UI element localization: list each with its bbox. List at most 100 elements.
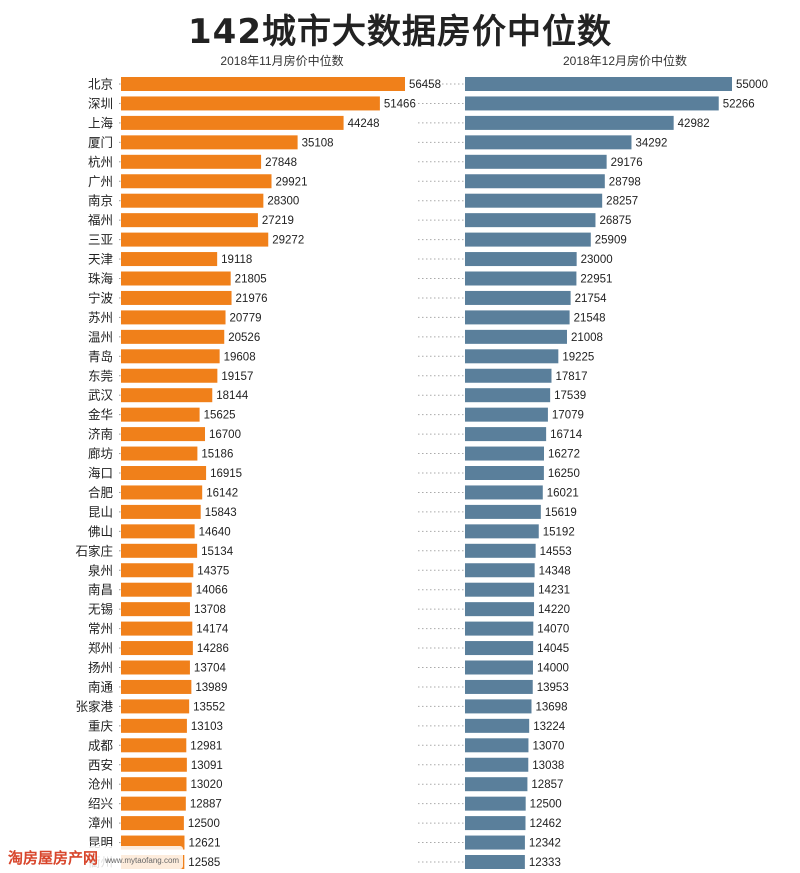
bar-nov [121, 699, 190, 714]
bar-nov [121, 485, 203, 500]
city-label: 泉州 [88, 563, 113, 578]
bar-dec [465, 271, 577, 286]
value-label-dec: 21008 [571, 332, 603, 344]
series-label-nov: 2018年11月房价中位数 [220, 54, 344, 68]
bar-nov [121, 679, 192, 694]
value-label-nov: 21976 [236, 293, 268, 305]
bar-dec [465, 855, 525, 869]
value-label-nov: 16915 [210, 468, 242, 480]
value-label-nov: 13704 [194, 663, 227, 675]
bar-nov [121, 816, 184, 831]
value-label-nov: 44248 [348, 118, 380, 130]
value-label-dec: 13698 [535, 701, 567, 713]
value-label-dec: 55000 [736, 79, 768, 91]
bar-nov [121, 154, 262, 169]
city-label: 广州 [88, 174, 113, 189]
city-label: 青岛 [88, 349, 113, 364]
value-label-nov: 27848 [265, 157, 297, 169]
city-label: 深圳 [88, 96, 113, 111]
bar-nov [121, 213, 258, 228]
bar-dec [465, 96, 719, 111]
city-label: 无锡 [88, 602, 113, 617]
watermark-logo: 淘房屋房产网 www.mytaofang.com [4, 846, 184, 869]
bar-nov [121, 310, 226, 325]
value-label-dec: 15619 [545, 507, 577, 519]
value-label-dec: 13070 [532, 740, 564, 752]
bar-dec [465, 485, 543, 500]
value-label-dec: 17079 [552, 410, 584, 422]
value-label-dec: 14070 [537, 624, 569, 636]
bar-nov [121, 232, 269, 247]
city-label: 厦门 [88, 135, 113, 150]
city-label: 南通 [88, 679, 114, 694]
value-label-nov: 27219 [262, 215, 294, 227]
bar-dec [465, 563, 535, 578]
value-label-dec: 29176 [611, 157, 643, 169]
value-label-dec: 12342 [529, 838, 561, 850]
value-label-nov: 15134 [201, 546, 234, 558]
bar-dec [465, 738, 529, 753]
series-label-dec: 2018年12月房价中位数 [562, 54, 688, 68]
bar-dec [465, 174, 605, 189]
value-label-dec: 13038 [532, 760, 564, 772]
city-label: 武汉 [88, 388, 114, 403]
value-label-nov: 51466 [384, 98, 416, 110]
city-label: 温州 [88, 329, 113, 344]
city-label: 廊坊 [88, 446, 113, 461]
value-label-nov: 56458 [409, 79, 441, 91]
city-label: 佛山 [88, 524, 113, 539]
value-label-dec: 12857 [531, 779, 563, 791]
city-label: 北京 [88, 77, 113, 92]
bar-dec [465, 641, 534, 656]
city-label: 常州 [88, 621, 113, 636]
value-label-nov: 20526 [228, 332, 260, 344]
value-label-dec: 14045 [537, 643, 569, 655]
city-label: 绍兴 [88, 796, 113, 811]
bar-nov [121, 718, 187, 733]
value-label-dec: 16272 [548, 449, 580, 461]
bar-nov [121, 252, 218, 267]
bar-nov [121, 660, 190, 675]
bar-dec [465, 621, 534, 636]
bar-dec [465, 290, 571, 305]
value-label-nov: 21805 [235, 274, 267, 286]
value-label-nov: 28300 [267, 196, 299, 208]
bar-dec [465, 718, 530, 733]
bar-nov [121, 602, 190, 617]
value-label-dec: 13953 [537, 682, 569, 694]
city-label: 重庆 [88, 718, 114, 733]
bar-dec [465, 504, 541, 519]
city-label: 沧州 [88, 777, 113, 792]
value-label-dec: 25909 [595, 235, 627, 247]
bar-nov [121, 135, 298, 150]
value-label-nov: 18144 [216, 390, 249, 402]
bar-dec [465, 816, 526, 831]
value-label-nov: 13103 [191, 721, 223, 733]
city-label: 福州 [88, 213, 113, 228]
city-label: 上海 [88, 115, 114, 130]
value-label-dec: 14553 [540, 546, 572, 558]
city-label: 珠海 [88, 271, 114, 286]
value-label-nov: 19157 [221, 371, 253, 383]
city-label: 三亚 [88, 232, 113, 247]
bar-nov [121, 446, 198, 461]
bar-dec [465, 427, 547, 442]
value-label-dec: 42982 [678, 118, 710, 130]
value-label-nov: 16142 [206, 487, 238, 499]
city-label: 郑州 [88, 641, 113, 656]
bar-dec [465, 777, 528, 792]
value-label-dec: 13224 [533, 721, 566, 733]
value-label-nov: 13020 [190, 779, 222, 791]
bar-dec [465, 796, 526, 811]
value-label-dec: 28798 [609, 176, 641, 188]
bar-nov [121, 193, 264, 208]
value-label-dec: 14231 [538, 585, 570, 597]
city-label: 合肥 [88, 485, 114, 500]
value-label-nov: 12981 [190, 740, 222, 752]
value-label-dec: 21548 [574, 312, 606, 324]
value-label-dec: 17817 [555, 371, 587, 383]
value-label-dec: 52266 [723, 98, 755, 110]
bar-nov [121, 757, 187, 772]
bar-dec [465, 660, 533, 675]
value-label-nov: 19118 [221, 254, 252, 266]
